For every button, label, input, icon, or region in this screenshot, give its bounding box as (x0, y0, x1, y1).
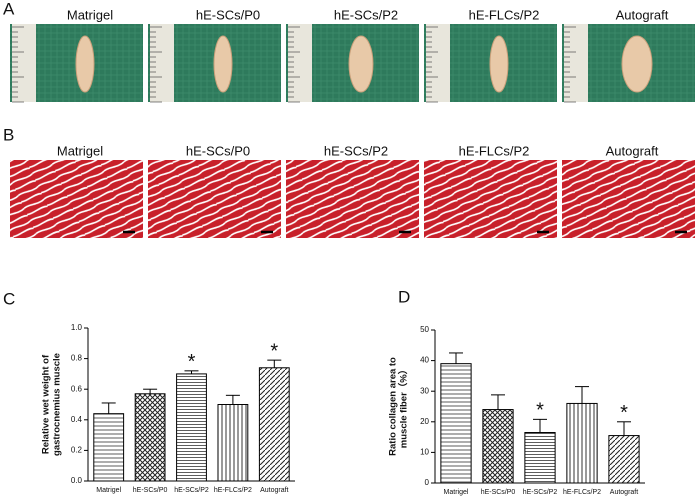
bar (608, 435, 640, 484)
panel-label: A (3, 0, 15, 18)
x-tick-label: Autograft (260, 487, 288, 494)
ruler (288, 24, 312, 102)
y-tick-label: 20 (420, 417, 429, 426)
specimen (621, 35, 653, 93)
x-tick-label: Matrigel (96, 487, 121, 494)
bar (176, 373, 207, 482)
y-tick-label: 10 (420, 448, 429, 457)
significance-mark: * (188, 351, 196, 373)
histology-caption: hE-SCs/P0 (186, 143, 250, 158)
specimen (75, 35, 95, 93)
photo-caption: hE-SCs/P0 (196, 7, 260, 22)
y-tick-label: 30 (420, 386, 429, 395)
significance-mark: * (270, 340, 278, 362)
bar (524, 432, 556, 484)
ruler (564, 24, 588, 102)
x-tick-label: Autograft (610, 489, 638, 496)
bar (258, 367, 290, 482)
significance-mark: * (536, 400, 544, 422)
y-axis-label: gastrocnemius muscle (52, 353, 63, 456)
histology-caption: hE-FLCs/P2 (459, 143, 530, 158)
ruler (12, 24, 36, 102)
y-tick-label: 0.0 (71, 476, 83, 485)
ruler (150, 24, 174, 102)
y-tick-label: 0.2 (71, 446, 83, 455)
x-tick-label: hE-SCs/P2 (523, 489, 558, 496)
x-tick-label: Matrigel (444, 489, 469, 496)
histology (562, 160, 695, 238)
x-tick-label: hE-SCs/P0 (133, 487, 168, 494)
specimen (348, 35, 374, 93)
bar (482, 409, 514, 484)
panel-label: B (3, 125, 14, 144)
histology-caption: Matrigel (57, 143, 103, 158)
x-tick-label: hE-SCs/P0 (481, 489, 516, 496)
histology (10, 160, 143, 238)
histology (424, 160, 557, 238)
y-tick-label: 0.4 (71, 415, 83, 424)
panel-label: D (398, 287, 410, 306)
x-tick-label: hE-FLCs/P2 (563, 489, 601, 496)
y-axis-label: Relative wet weight of (41, 354, 52, 454)
histology-caption: hE-SCs/P2 (324, 143, 388, 158)
bar (440, 363, 472, 484)
y-tick-label: 0 (425, 478, 430, 487)
histology-caption: Autograft (606, 143, 659, 158)
y-tick-label: 0.6 (71, 384, 83, 393)
photo-caption: Matrigel (67, 7, 113, 22)
bar (134, 393, 166, 482)
photo-caption: hE-SCs/P2 (334, 7, 398, 22)
y-tick-label: 40 (420, 356, 429, 365)
histology (286, 160, 419, 238)
y-tick-label: 1.0 (71, 323, 83, 332)
bar (217, 404, 249, 482)
y-tick-label: 0.8 (71, 354, 83, 363)
x-tick-label: hE-FLCs/P2 (214, 487, 252, 494)
photo-caption: hE-FLCs/P2 (469, 7, 540, 22)
bar (566, 402, 598, 484)
bar (93, 413, 125, 482)
specimen (213, 35, 233, 93)
histology (148, 160, 281, 238)
y-axis-label: muscle fiber（%） (398, 365, 410, 448)
photo-caption: Autograft (616, 7, 669, 22)
x-tick-label: hE-SCs/P2 (174, 487, 209, 494)
ruler (426, 24, 450, 102)
significance-mark: * (620, 402, 628, 424)
specimen (489, 35, 509, 93)
y-tick-label: 50 (420, 325, 429, 334)
panel-label: C (3, 289, 15, 308)
y-axis-label: Ratio collagen area to (388, 357, 399, 456)
